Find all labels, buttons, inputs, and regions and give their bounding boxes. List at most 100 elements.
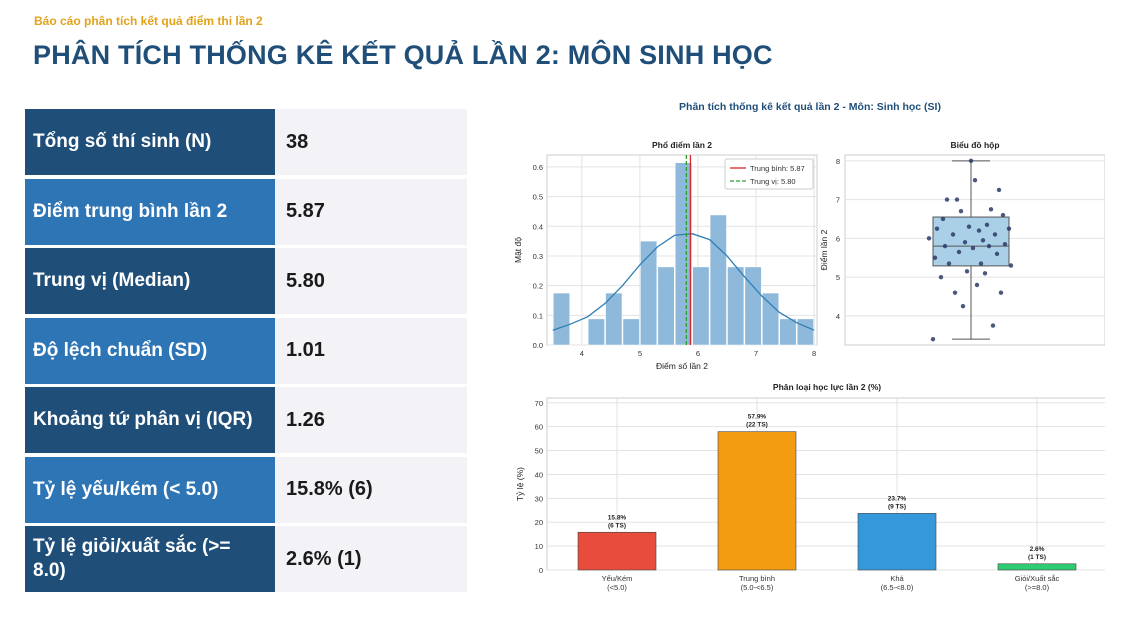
stat-label: Tổng số thí sinh (N) <box>25 109 275 175</box>
stat-value: 1.26 <box>275 387 467 453</box>
bar <box>577 531 657 571</box>
bar <box>857 513 937 571</box>
stat-value: 5.87 <box>275 178 467 245</box>
y-tick-label: 4 <box>836 312 840 321</box>
bar-value-label: 23.7% <box>888 495 907 502</box>
bar-value-label: 2.6% <box>1030 546 1045 553</box>
box-iqr <box>932 216 1010 267</box>
chart-title: Phân loại học lực lần 2 (%) <box>773 382 881 392</box>
data-point <box>998 290 1004 295</box>
chart-title: Phổ điểm lần 2 <box>652 140 712 150</box>
bar-count-label: (22 TS) <box>746 422 768 429</box>
x-tick-range: (>=8.0) <box>1025 583 1050 592</box>
histogram-chart: 0.0 0.1 0.2 0.3 0.4 0.5 0.6 4 5 6 7 8 Phổ điểm lần 2… <box>513 140 818 371</box>
y-axis-label: Tỷ lệ (%) <box>515 467 525 501</box>
x-tick-range: (<5.0) <box>607 583 627 592</box>
stat-value: 38 <box>275 109 467 175</box>
data-point <box>994 251 1000 257</box>
data-point <box>990 323 996 328</box>
y-tick-label: 60 <box>535 423 543 432</box>
stat-value: 1.01 <box>275 317 467 384</box>
data-point <box>950 232 956 237</box>
histogram-bar <box>762 292 780 346</box>
y-tick-label: 0.4 <box>533 222 543 231</box>
chart-title: Biểu đồ hộp <box>950 140 999 150</box>
stat-value: 5.80 <box>275 248 467 314</box>
bar <box>997 563 1077 571</box>
stat-label: Điểm trung bình lần 2 <box>25 178 275 245</box>
x-tick-range: (5.0-<6.5) <box>741 583 774 592</box>
box-plot-chart: 4 5 6 7 8 Biểu đồ hộp Điểm lần 2 <box>819 140 1105 346</box>
histogram-bar <box>779 318 797 346</box>
page-title: PHÂN TÍCH THỐNG KÊ KẾT QUẢ LẦN 2: MÔN SI… <box>33 40 773 70</box>
histogram-bar <box>657 266 675 346</box>
histogram-bar <box>727 266 745 346</box>
bar-value-label: 15.8% <box>608 514 627 521</box>
data-point <box>932 255 938 260</box>
x-tick-label: 5 <box>638 349 642 358</box>
figure-title: Phân tích thống kê kết quả lần 2 - Môn: … <box>679 101 941 113</box>
data-point <box>940 216 946 222</box>
stat-row: Trung vị (Median) 5.80 <box>25 248 467 314</box>
data-point <box>986 243 992 249</box>
histogram-bar <box>674 162 692 346</box>
y-tick-label: 70 <box>535 399 543 408</box>
stat-label: Tỷ lệ giỏi/xuất sắc (>= 8.0) <box>25 526 275 592</box>
analysis-figure: Phân tích thống kê kết quả lần 2 - Môn: … <box>513 101 1105 592</box>
data-point <box>992 232 998 237</box>
x-axis-label: Điểm số lần 2 <box>656 361 708 371</box>
data-point <box>934 226 940 231</box>
data-point <box>980 238 986 243</box>
legend-median-label: Trung vị: 5.80 <box>750 177 796 186</box>
data-point <box>964 269 970 274</box>
data-point <box>1008 263 1014 268</box>
legend-mean-label: Trung bình: 5.87 <box>750 164 805 173</box>
histogram-bar <box>605 292 623 346</box>
data-point <box>970 245 976 251</box>
report-subtitle: Báo cáo phân tích kết quả điểm thi lần 2 <box>34 14 263 28</box>
y-tick-label: 30 <box>535 494 543 503</box>
x-tick-range: (6.5-<8.0) <box>881 583 914 592</box>
stat-label: Độ lệch chuẩn (SD) <box>25 317 275 384</box>
stat-row: Tổng số thí sinh (N) 38 <box>25 109 467 175</box>
histogram-bar <box>796 318 814 346</box>
stat-value: 2.6% (1) <box>275 526 467 592</box>
histogram-bar <box>622 318 640 346</box>
data-point <box>960 304 966 309</box>
histogram-bar <box>692 266 710 346</box>
histogram-bar <box>640 240 658 346</box>
data-point <box>1002 241 1008 247</box>
stat-value: 15.8% (6) <box>275 456 467 523</box>
x-tick-label: Giỏi/Xuất sắc <box>1015 574 1060 583</box>
stat-label: Khoảng tứ phân vị (IQR) <box>25 387 275 453</box>
y-tick-label: 20 <box>535 518 543 527</box>
stat-row: Điểm trung bình lần 2 5.87 <box>25 178 467 245</box>
y-tick-label: 0.1 <box>533 311 543 320</box>
data-point <box>942 243 948 249</box>
histogram-bar <box>744 266 762 346</box>
y-tick-label: 5 <box>836 273 840 282</box>
y-axis-label: Điểm lần 2 <box>819 229 829 270</box>
stats-table: Tổng số thí sinh (N) 38 Điểm trung bình lầ… <box>25 109 467 596</box>
kde-curve <box>552 233 815 331</box>
y-tick-label: 0.0 <box>533 341 543 350</box>
x-tick-label: Yếu/Kém <box>602 574 633 583</box>
y-tick-label: 6 <box>836 234 840 243</box>
data-point <box>958 209 964 214</box>
data-point <box>976 228 982 233</box>
histogram-bar <box>553 292 570 346</box>
data-point <box>956 249 962 255</box>
classification-bar-chart: 0 10 20 30 40 50 60 70 15.8%(6 TS) Yếu/Kém(<5.0) 5… <box>515 382 1105 592</box>
data-point <box>944 197 950 202</box>
histogram-bar <box>709 214 727 346</box>
stat-label: Tỷ lệ yếu/kém (< 5.0) <box>25 456 275 523</box>
y-tick-label: 10 <box>535 542 543 551</box>
data-point <box>946 261 952 266</box>
bar-count-label: (6 TS) <box>608 522 626 529</box>
bar-count-label: (1 TS) <box>1028 554 1046 561</box>
data-point <box>938 274 944 280</box>
stat-row: Tỷ lệ yếu/kém (< 5.0) 15.8% (6) <box>25 456 467 523</box>
x-tick-label: 6 <box>696 349 700 358</box>
data-point <box>974 282 980 288</box>
x-tick-label: 7 <box>754 349 758 358</box>
